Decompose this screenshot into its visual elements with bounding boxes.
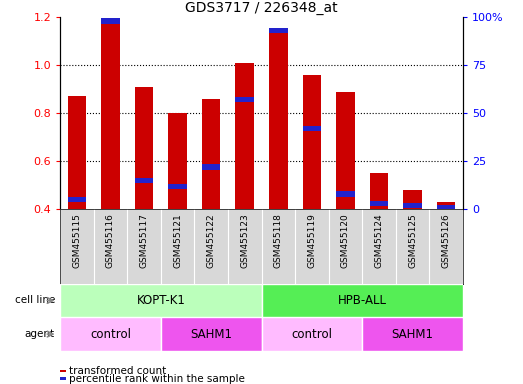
Bar (168, 113, 187, 209)
Text: GSM455116: GSM455116 (106, 213, 115, 268)
Text: percentile rank within the sample: percentile rank within the sample (69, 374, 245, 384)
Text: SAHM1: SAHM1 (392, 328, 434, 341)
Bar (60, 284, 262, 317)
Text: control: control (90, 328, 131, 341)
Bar (60, 370, 66, 372)
Bar (202, 99, 220, 209)
Bar (262, 284, 463, 317)
Bar (202, 164, 220, 170)
Bar (60, 317, 161, 351)
Text: GSM455124: GSM455124 (374, 213, 383, 268)
Bar (161, 317, 262, 351)
Title: GDS3717 / 226348_at: GDS3717 / 226348_at (185, 1, 338, 15)
Text: GSM455115: GSM455115 (72, 213, 82, 268)
Bar (235, 97, 254, 103)
Bar (336, 191, 355, 197)
Bar (403, 203, 422, 208)
Text: GSM455119: GSM455119 (308, 213, 316, 268)
Text: GSM455120: GSM455120 (341, 213, 350, 268)
Text: cell line: cell line (15, 295, 55, 306)
Text: GSM455123: GSM455123 (240, 213, 249, 268)
Bar (67, 96, 86, 209)
Text: control: control (291, 328, 332, 341)
Bar (403, 190, 422, 209)
Text: KOPT-K1: KOPT-K1 (137, 294, 185, 307)
Bar (336, 92, 355, 209)
Bar (168, 184, 187, 189)
Bar (101, 20, 120, 209)
Text: GSM455117: GSM455117 (140, 213, 149, 268)
Text: GSM455125: GSM455125 (408, 213, 417, 268)
Text: HPB-ALL: HPB-ALL (338, 294, 386, 307)
Text: GSM455122: GSM455122 (207, 213, 215, 268)
Bar (362, 317, 463, 351)
Text: GSM455118: GSM455118 (274, 213, 283, 268)
Text: transformed count: transformed count (69, 366, 166, 376)
Text: GSM455121: GSM455121 (173, 213, 182, 268)
Bar (269, 29, 288, 209)
Bar (101, 18, 120, 24)
Bar (303, 126, 321, 131)
Bar (370, 173, 388, 209)
Bar (135, 87, 153, 209)
Bar (135, 178, 153, 183)
Bar (303, 75, 321, 209)
Bar (437, 205, 456, 210)
Bar (60, 377, 66, 380)
Bar (235, 63, 254, 209)
Text: SAHM1: SAHM1 (190, 328, 232, 341)
Text: GSM455126: GSM455126 (441, 213, 451, 268)
Bar (269, 28, 288, 33)
Text: agent: agent (25, 329, 55, 339)
Bar (262, 317, 362, 351)
Bar (67, 197, 86, 202)
Bar (437, 202, 456, 209)
Bar (370, 201, 388, 206)
